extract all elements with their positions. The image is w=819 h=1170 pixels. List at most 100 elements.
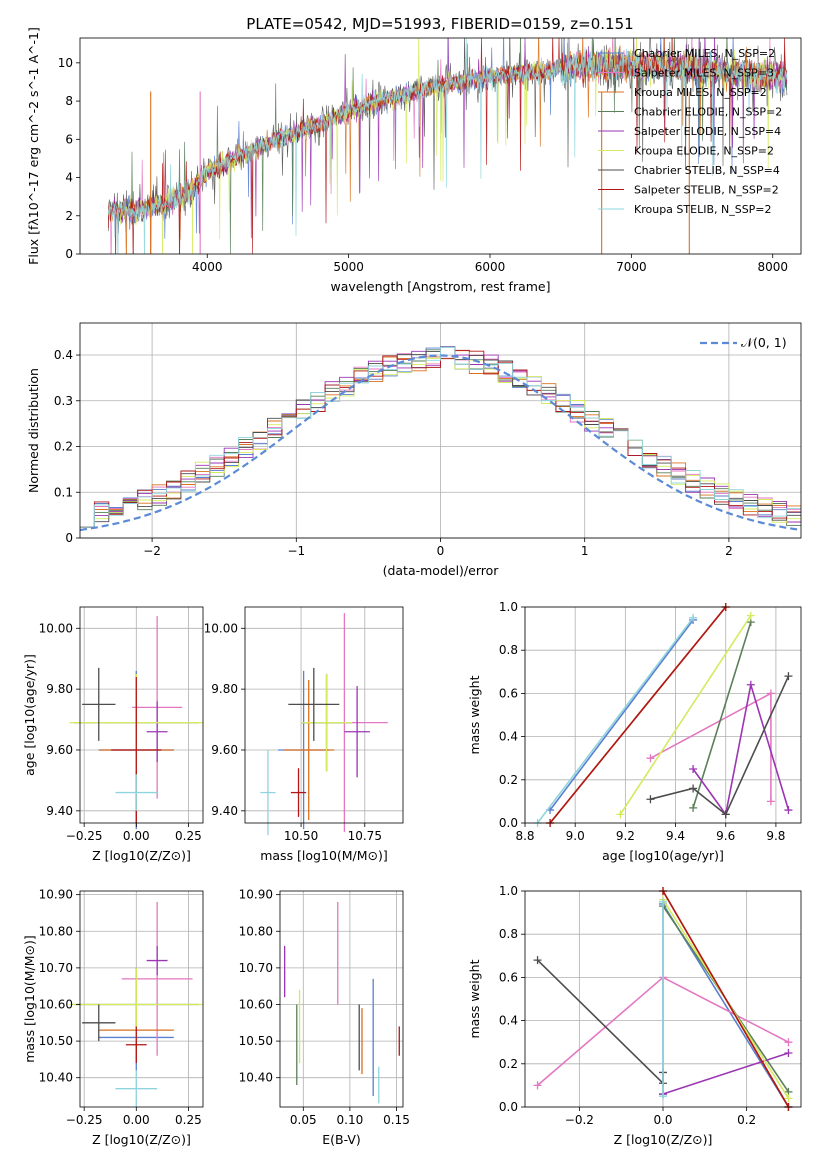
weight-marker	[689, 765, 698, 773]
x-tick-label: 2	[725, 544, 733, 558]
legend-entry: Chabrier ELODIE, N_SSP=2	[634, 106, 782, 119]
y-tick-label: 0.1	[54, 485, 73, 499]
ebv-mass-plot-area	[284, 901, 400, 1104]
x-tick-label: 5000	[333, 260, 364, 274]
y-tick-label: 10.60	[239, 997, 273, 1011]
legend-entry: Kroupa MILES, N_SSP=2	[634, 86, 767, 99]
histogram-series-7	[80, 349, 801, 528]
weight-line-5	[619, 615, 752, 815]
y-tick-label: 0.0	[499, 816, 518, 830]
weight-marker	[784, 1049, 793, 1057]
legend-entry: Chabrier MILES, N_SSP=2	[634, 47, 775, 60]
y-tick-label: 10.90	[239, 888, 273, 902]
y-tick-label: 0.2	[54, 440, 73, 454]
residuals-x-label: (data-model)/error	[383, 563, 500, 578]
x-tick-label: 8.8	[515, 829, 534, 843]
axes-frame	[79, 37, 802, 255]
weight-line-3	[692, 621, 752, 809]
histogram-series-8	[80, 346, 801, 528]
z-age-plot-area	[69, 616, 203, 830]
y-tick-label: 10.50	[239, 1034, 273, 1048]
mass-age-panel: 10.50 10.75 9.40 9.60 9.80 10.00 mass [log10(M…	[204, 606, 404, 863]
y-tick-label: 10.80	[39, 924, 73, 938]
y-tick-label: 9.40	[46, 804, 73, 818]
data-point-8	[260, 749, 276, 836]
z-age-x-label: Z [log10(Z/Z⊙)]	[92, 848, 191, 863]
legend-entry: Kroupa ELODIE, N_SSP=2	[634, 145, 774, 158]
mass-age-plot-area	[260, 613, 388, 836]
y-tick-label: 10.00	[204, 621, 238, 635]
data-point-6	[82, 667, 116, 741]
data-point-6	[288, 667, 340, 741]
weight-line-8	[536, 617, 694, 824]
legend-entry: Salpeter STELIB, N_SSP=2	[634, 184, 779, 197]
weight-marker	[689, 613, 698, 622]
ebv-mass-panel: 0.05 0.10 0.15 10.40 10.50 10.60 10.70 10.80 10.…	[239, 888, 410, 1147]
y-tick-label: 10.70	[239, 961, 273, 975]
spectrum-x-label: wavelength [Angstrom, rest frame]	[330, 279, 550, 294]
weight-line-6	[650, 675, 790, 816]
spectrum-series-8	[107, 38, 788, 254]
weight-marker	[746, 680, 755, 689]
x-tick-label: −2	[143, 544, 161, 558]
x-tick-label: 0.05	[290, 1113, 317, 1127]
data-point-4	[344, 686, 370, 778]
y-tick-label: 10.80	[239, 924, 273, 938]
z-mass-plot-area	[69, 901, 203, 1107]
y-tick-label: 0.3	[54, 394, 73, 408]
data-point-4	[146, 701, 168, 763]
z-age-y-label: age [log10(age/yr)]	[22, 654, 37, 776]
x-tick-label: −0.25	[66, 829, 103, 843]
data-point-2	[283, 680, 335, 820]
data-point-1	[121, 901, 193, 1056]
legend-entry: Kroupa STELIB, N_SSP=2	[634, 203, 772, 216]
weight-marker	[784, 806, 793, 815]
x-tick-label: 0.10	[337, 1113, 364, 1127]
axes-frame	[524, 606, 802, 824]
weight-marker	[533, 956, 542, 965]
x-tick-label: 9.0	[566, 829, 585, 843]
x-tick-label: 6000	[475, 260, 506, 274]
data-point-5	[301, 673, 353, 772]
weight-marker	[689, 803, 698, 812]
y-tick-label: 0.4	[499, 730, 518, 744]
axes-frame	[524, 890, 802, 1108]
weight-line-4	[692, 684, 790, 817]
x-tick-label: 0.15	[383, 1113, 410, 1127]
weight-line-0	[549, 619, 694, 811]
y-tick-label: 0.6	[499, 686, 518, 700]
axes-frame	[279, 890, 404, 1108]
y-tick-label: 10	[58, 56, 73, 70]
axes-frame	[244, 606, 404, 824]
data-point-8	[115, 774, 158, 811]
y-tick-label: 0.0	[499, 1100, 518, 1114]
weight-marker	[659, 897, 667, 906]
x-tick-label: 7000	[616, 260, 647, 274]
x-tick-label: 0.2	[737, 1113, 756, 1127]
x-tick-label: 0.0	[653, 1113, 672, 1127]
figure-title: PLATE=0542, MJD=51993, FIBERID=0159, z=0…	[246, 15, 633, 33]
data-point-4	[146, 945, 168, 976]
spectrum-panel: 4000 5000 6000 7000 8000 0 2 4 6 8 10 wavelength [A…	[26, 27, 802, 294]
x-tick-label: 9.2	[616, 829, 635, 843]
weight-marker	[533, 1081, 542, 1090]
z-mass-panel: −0.25 0.00 0.25 10.40 10.50 10.60 10.70 10.80 10…	[22, 888, 204, 1147]
weight-marker	[646, 795, 655, 804]
z-weight-x-label: Z [log10(Z/Z⊙)]	[614, 1132, 713, 1147]
weight-marker	[689, 784, 698, 793]
y-tick-label: 0.2	[499, 1057, 518, 1071]
y-tick-label: 9.80	[46, 682, 73, 696]
y-tick-label: 9.60	[46, 743, 73, 757]
axes-frame	[79, 890, 204, 1108]
legend-entry: Salpeter ELODIE, N_SSP=4	[634, 125, 781, 138]
y-tick-label: 0.4	[499, 1014, 518, 1028]
legend-entry-normal: 𝒩(0, 1)	[741, 335, 787, 350]
weight-marker	[784, 672, 793, 681]
normal-curve	[80, 354, 799, 532]
weight-line-4	[662, 1052, 789, 1095]
weight-line-7	[662, 890, 790, 1108]
y-tick-label: 10.90	[39, 888, 73, 902]
x-tick-label: 9.6	[716, 829, 735, 843]
weight-line-7	[549, 606, 727, 824]
y-tick-label: 9.80	[211, 682, 238, 696]
